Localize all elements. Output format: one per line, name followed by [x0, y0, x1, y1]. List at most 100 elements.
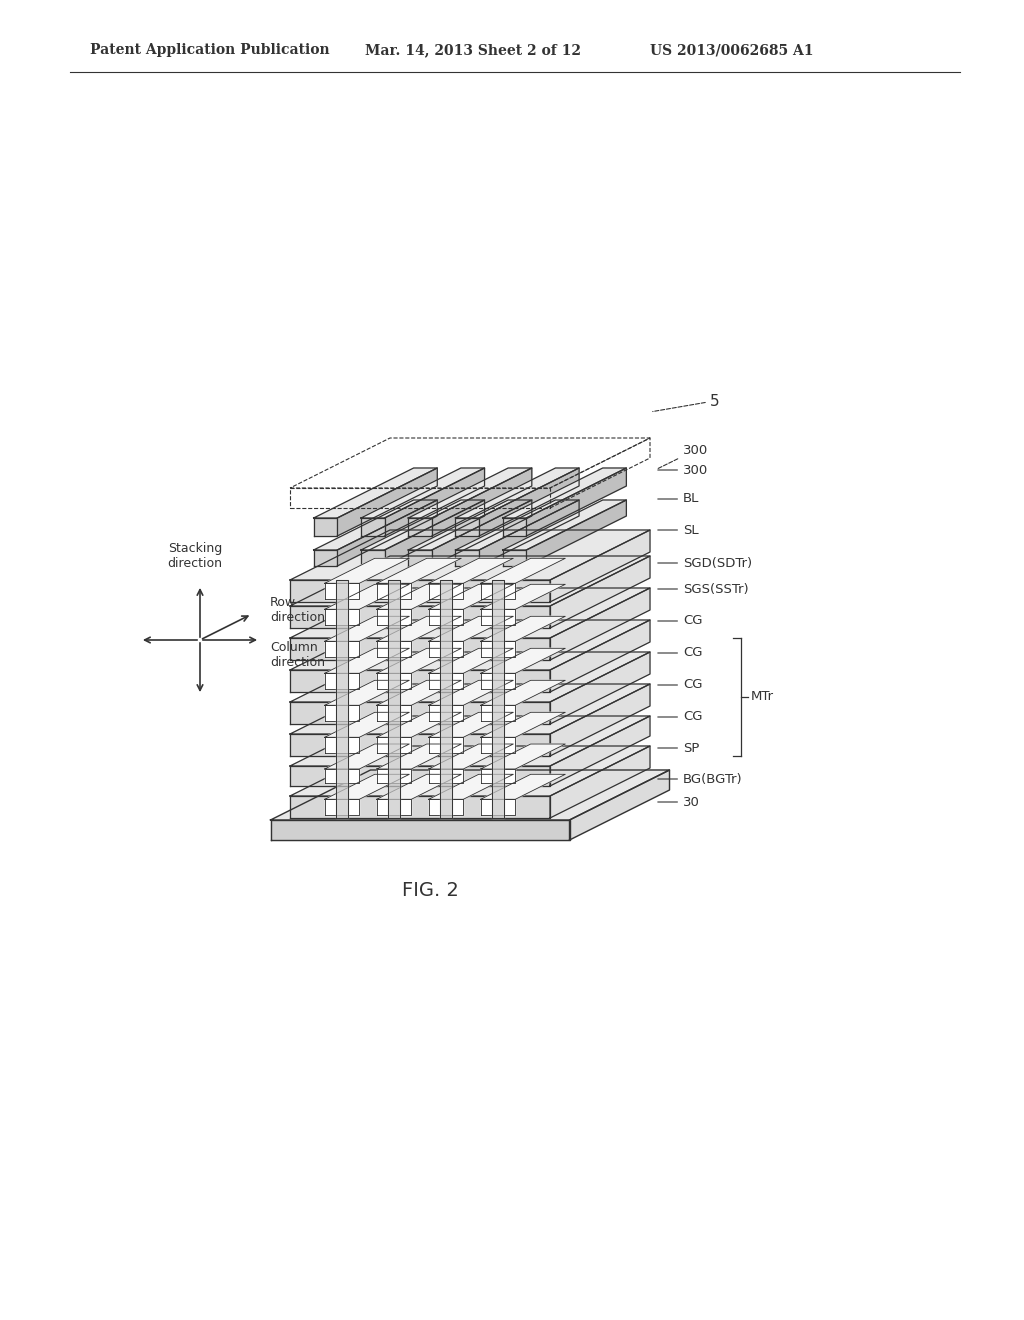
Polygon shape	[325, 616, 410, 642]
Polygon shape	[456, 500, 580, 550]
Polygon shape	[325, 585, 410, 610]
Polygon shape	[550, 620, 650, 692]
Text: Row
direction: Row direction	[270, 597, 325, 624]
Polygon shape	[480, 775, 565, 800]
Polygon shape	[550, 715, 650, 785]
Polygon shape	[503, 550, 526, 566]
Polygon shape	[290, 638, 550, 660]
Text: Stacking
direction: Stacking direction	[168, 543, 222, 570]
Polygon shape	[290, 579, 550, 602]
Text: SGS(SSTr): SGS(SSTr)	[657, 582, 749, 595]
Polygon shape	[429, 558, 513, 583]
Polygon shape	[432, 500, 531, 566]
Text: Patent Application Publication: Patent Application Publication	[90, 44, 330, 57]
Polygon shape	[290, 715, 650, 766]
Text: SL: SL	[657, 524, 698, 536]
Polygon shape	[270, 820, 569, 840]
Polygon shape	[480, 642, 515, 657]
Polygon shape	[409, 517, 432, 536]
Polygon shape	[480, 713, 565, 738]
Polygon shape	[325, 713, 410, 738]
Polygon shape	[385, 500, 484, 566]
Polygon shape	[480, 648, 565, 673]
Polygon shape	[325, 744, 410, 770]
Polygon shape	[503, 517, 526, 536]
Polygon shape	[385, 469, 484, 536]
Text: Mar. 14, 2013 Sheet 2 of 12: Mar. 14, 2013 Sheet 2 of 12	[365, 44, 581, 57]
Polygon shape	[492, 579, 504, 818]
Polygon shape	[550, 684, 650, 756]
Polygon shape	[377, 585, 462, 610]
Polygon shape	[290, 606, 550, 628]
Text: BL: BL	[657, 492, 699, 506]
Polygon shape	[377, 583, 412, 599]
Polygon shape	[429, 680, 513, 705]
Polygon shape	[526, 500, 627, 566]
Text: 30: 30	[657, 796, 699, 808]
Text: CG: CG	[657, 678, 702, 692]
Polygon shape	[377, 642, 412, 657]
Polygon shape	[377, 713, 462, 738]
Text: MTr: MTr	[751, 690, 774, 704]
Polygon shape	[409, 500, 531, 550]
Text: CG: CG	[657, 710, 702, 723]
Polygon shape	[290, 652, 650, 702]
Polygon shape	[429, 738, 463, 752]
Polygon shape	[409, 550, 432, 566]
Polygon shape	[432, 469, 531, 536]
Polygon shape	[336, 579, 348, 818]
Polygon shape	[377, 610, 412, 624]
Polygon shape	[456, 469, 580, 517]
Polygon shape	[480, 705, 515, 721]
Polygon shape	[456, 517, 479, 536]
Polygon shape	[290, 620, 650, 671]
Polygon shape	[526, 469, 627, 536]
Text: Column
direction: Column direction	[270, 642, 325, 669]
Polygon shape	[290, 587, 650, 638]
Polygon shape	[290, 684, 650, 734]
Polygon shape	[313, 500, 437, 550]
Polygon shape	[377, 770, 412, 783]
Polygon shape	[503, 469, 627, 517]
Polygon shape	[270, 770, 670, 820]
Polygon shape	[550, 652, 650, 723]
Polygon shape	[480, 585, 565, 610]
Polygon shape	[409, 469, 531, 517]
Polygon shape	[325, 642, 359, 657]
Polygon shape	[377, 738, 412, 752]
Polygon shape	[440, 579, 452, 818]
Polygon shape	[337, 469, 437, 536]
Polygon shape	[290, 556, 650, 606]
Polygon shape	[290, 531, 650, 579]
Polygon shape	[429, 713, 513, 738]
Polygon shape	[480, 558, 565, 583]
Polygon shape	[313, 517, 337, 536]
Polygon shape	[360, 469, 484, 517]
Polygon shape	[550, 556, 650, 628]
Polygon shape	[480, 770, 515, 783]
Polygon shape	[377, 680, 462, 705]
Polygon shape	[377, 648, 462, 673]
Polygon shape	[325, 583, 359, 599]
Polygon shape	[377, 558, 462, 583]
Polygon shape	[429, 642, 463, 657]
Polygon shape	[337, 500, 437, 566]
Polygon shape	[325, 673, 359, 689]
Polygon shape	[429, 610, 463, 624]
Polygon shape	[325, 610, 359, 624]
Polygon shape	[325, 738, 359, 752]
Polygon shape	[290, 702, 550, 723]
Polygon shape	[429, 648, 513, 673]
Polygon shape	[429, 744, 513, 770]
Polygon shape	[325, 648, 410, 673]
Polygon shape	[325, 680, 410, 705]
Polygon shape	[480, 680, 565, 705]
Polygon shape	[429, 585, 513, 610]
Polygon shape	[290, 734, 550, 756]
Text: CG: CG	[657, 615, 702, 627]
Polygon shape	[377, 800, 412, 814]
Polygon shape	[290, 766, 550, 785]
Text: CG: CG	[657, 647, 702, 660]
Polygon shape	[479, 500, 580, 566]
Text: 300: 300	[657, 444, 709, 469]
